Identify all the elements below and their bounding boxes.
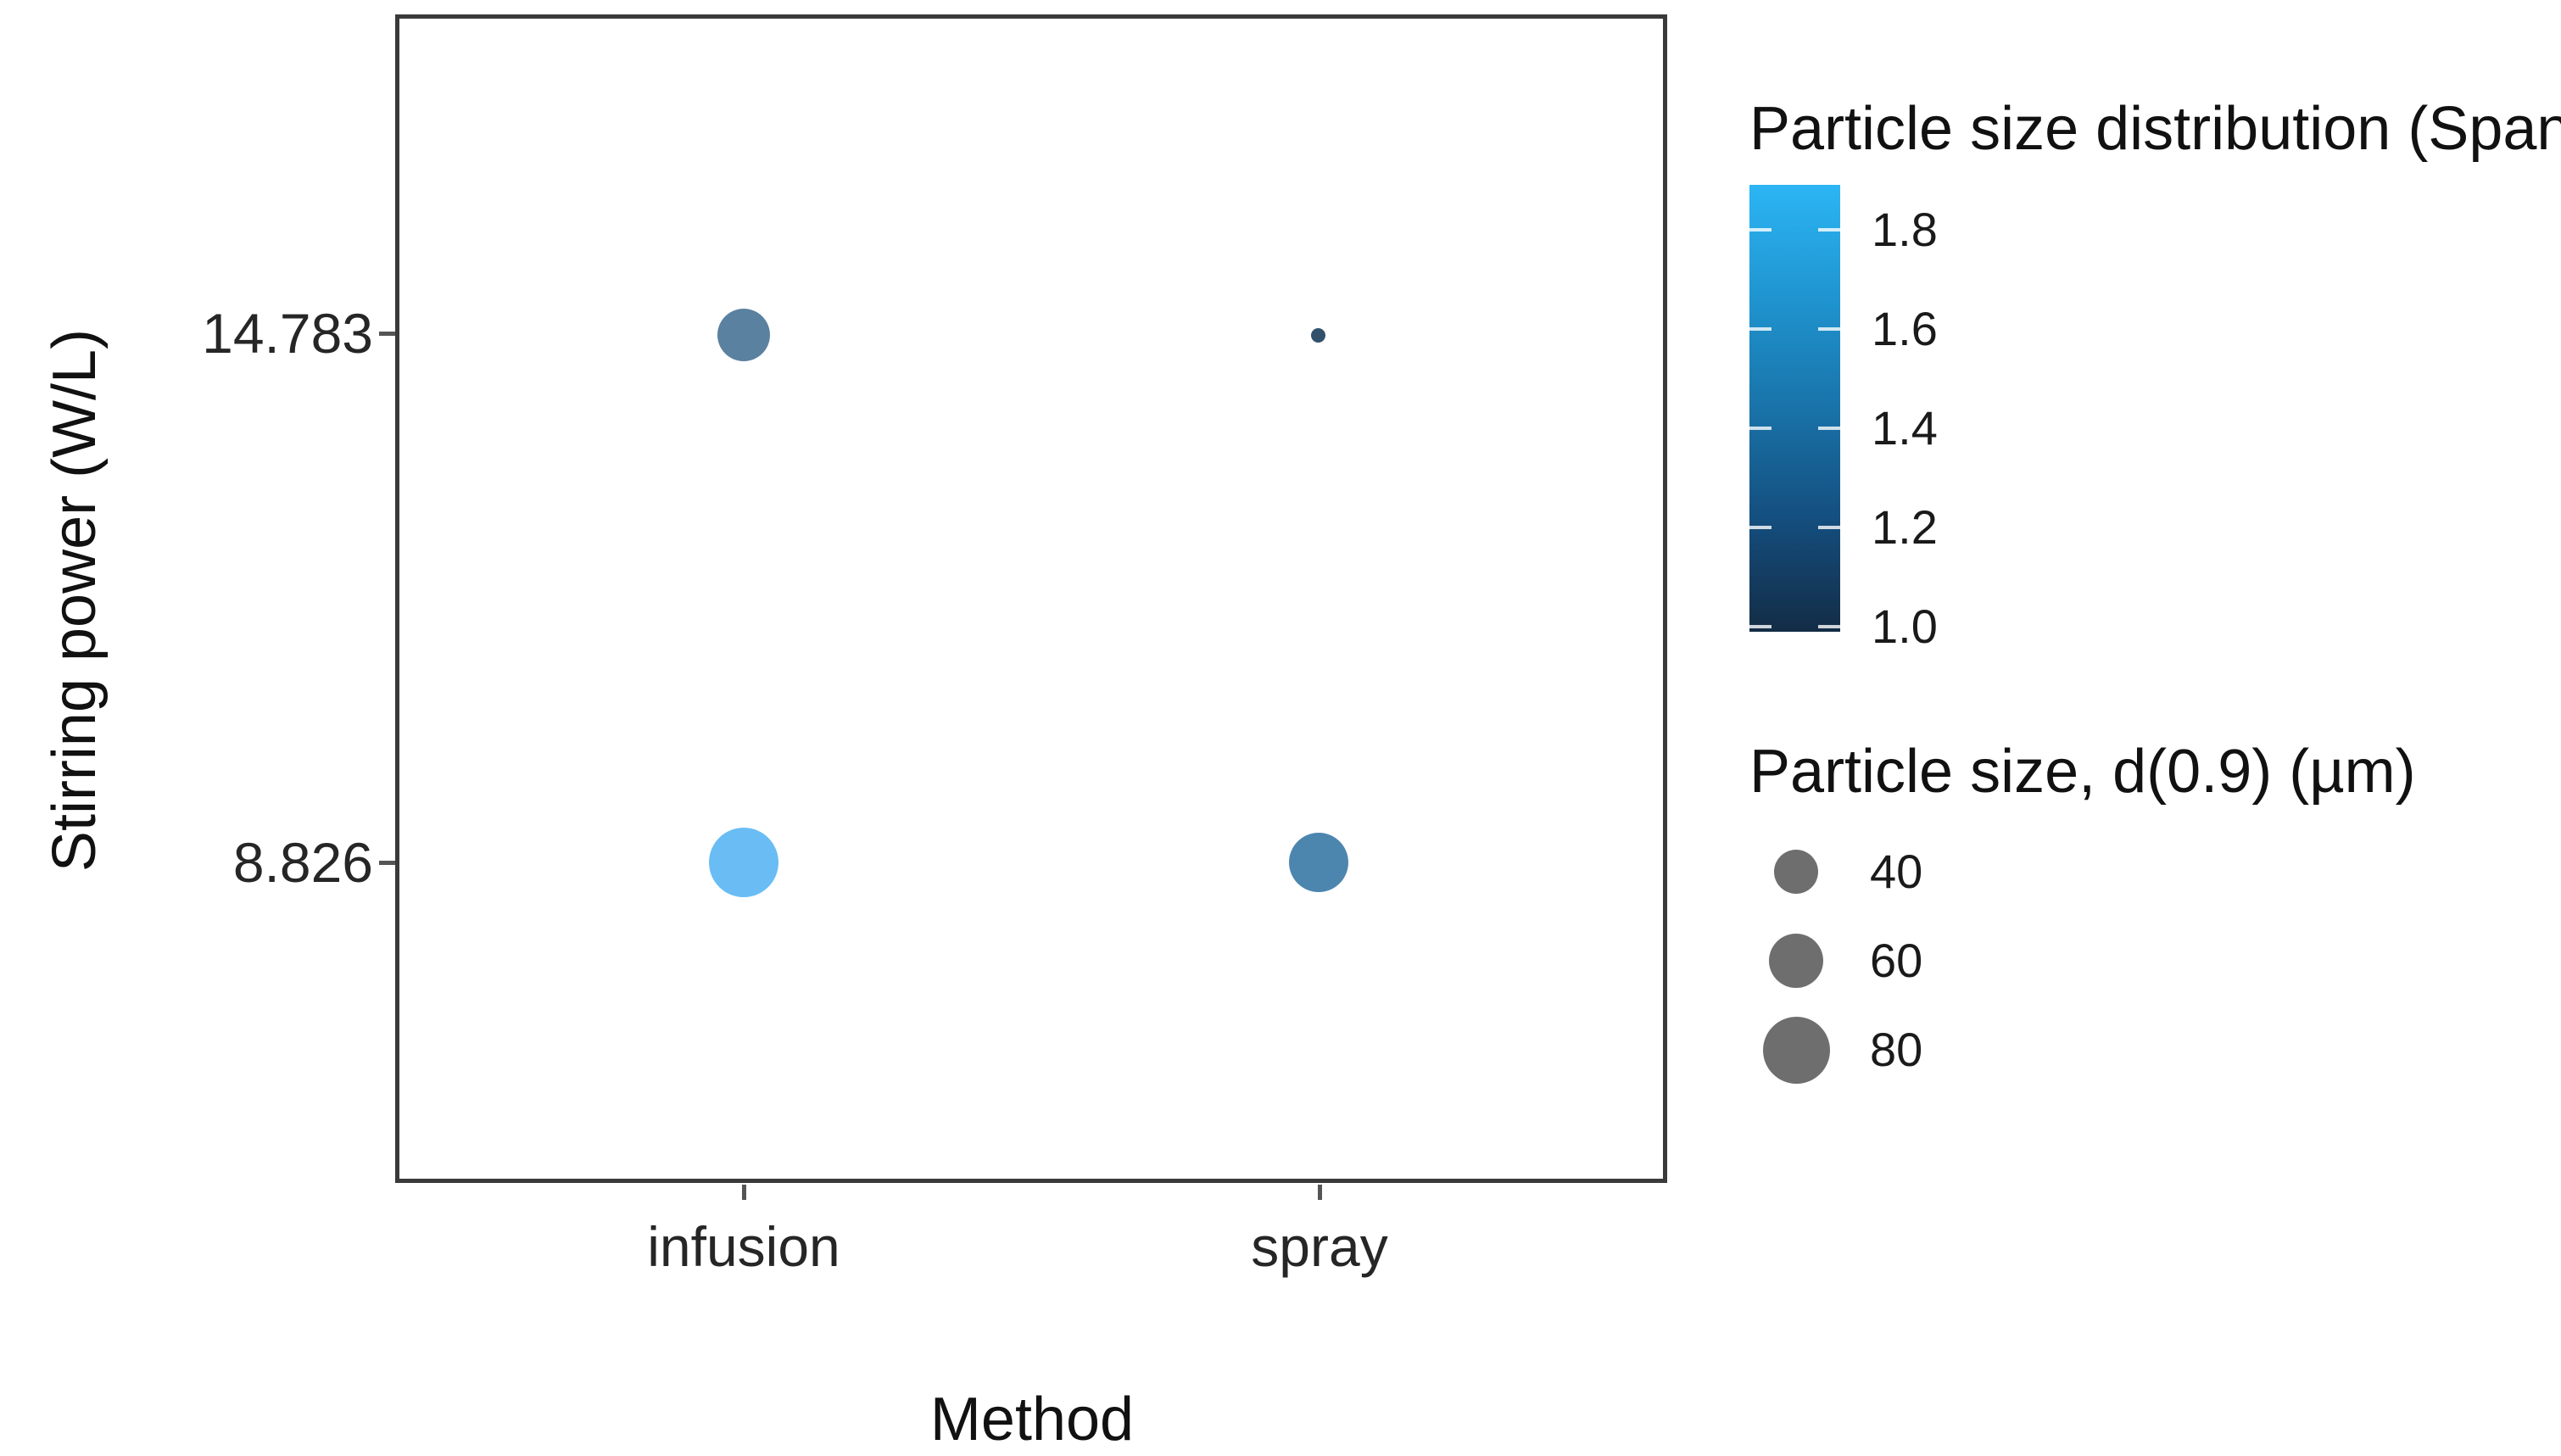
color-legend-title: Particle size distribution (Span) bbox=[1749, 95, 2561, 163]
data-point-infusion-8.826 bbox=[709, 827, 779, 897]
color-legend-tick-1.4 bbox=[1818, 426, 1840, 430]
size-legend-circle-80 bbox=[1762, 1016, 1830, 1084]
color-legend-tick-1.8 bbox=[1749, 227, 1771, 232]
color-legend-tick-1.8 bbox=[1818, 227, 1840, 232]
color-legend-tick-1.2 bbox=[1749, 526, 1771, 530]
color-legend-tick-label-1.4: 1.4 bbox=[1872, 400, 1938, 455]
color-legend-gradient-bar bbox=[1749, 185, 1840, 632]
size-legend-title: Particle size, d(0.9) (µm) bbox=[1749, 738, 2416, 806]
size-legend-label-40: 40 bbox=[1870, 845, 1923, 898]
size-legend-circle-40 bbox=[1774, 850, 1818, 894]
color-legend-tick-label-1.0: 1.0 bbox=[1872, 600, 1938, 654]
size-legend-label-80: 80 bbox=[1870, 1023, 1923, 1076]
x-tick-label-spray: spray bbox=[1251, 1215, 1388, 1278]
color-legend-tick-1.0 bbox=[1749, 625, 1771, 629]
color-legend-tick-1.4 bbox=[1749, 426, 1771, 430]
data-point-spray-8.826 bbox=[1288, 832, 1348, 892]
color-legend-tick-label-1.8: 1.8 bbox=[1872, 202, 1938, 256]
size-legend-circle-60 bbox=[1769, 934, 1823, 988]
color-legend-tick-label-1.6: 1.6 bbox=[1872, 301, 1938, 355]
color-legend-tick-1.2 bbox=[1818, 526, 1840, 530]
x-tick-spray bbox=[1318, 1185, 1322, 1200]
x-tick-label-infusion: infusion bbox=[647, 1215, 840, 1278]
y-axis-title: Stirring power (W/L) bbox=[41, 328, 109, 873]
color-legend-tick-label-1.2: 1.2 bbox=[1872, 500, 1938, 555]
data-point-infusion-14.783 bbox=[717, 309, 771, 362]
x-axis-title: Method bbox=[929, 1386, 1135, 1453]
plot-panel bbox=[395, 14, 1667, 1183]
y-tick-label-top: 14.783 bbox=[202, 302, 373, 365]
x-tick-infusion bbox=[742, 1185, 746, 1200]
y-tick-8.826 bbox=[379, 861, 395, 865]
size-legend-label-60: 60 bbox=[1870, 934, 1923, 987]
color-legend-tick-1.6 bbox=[1818, 326, 1840, 331]
y-tick-label-bottom: 8.826 bbox=[232, 831, 373, 894]
color-legend-tick-1.0 bbox=[1818, 625, 1840, 629]
y-tick-14.783 bbox=[379, 332, 395, 336]
data-point-spray-14.783 bbox=[1311, 327, 1326, 343]
color-legend-tick-1.6 bbox=[1749, 326, 1771, 331]
